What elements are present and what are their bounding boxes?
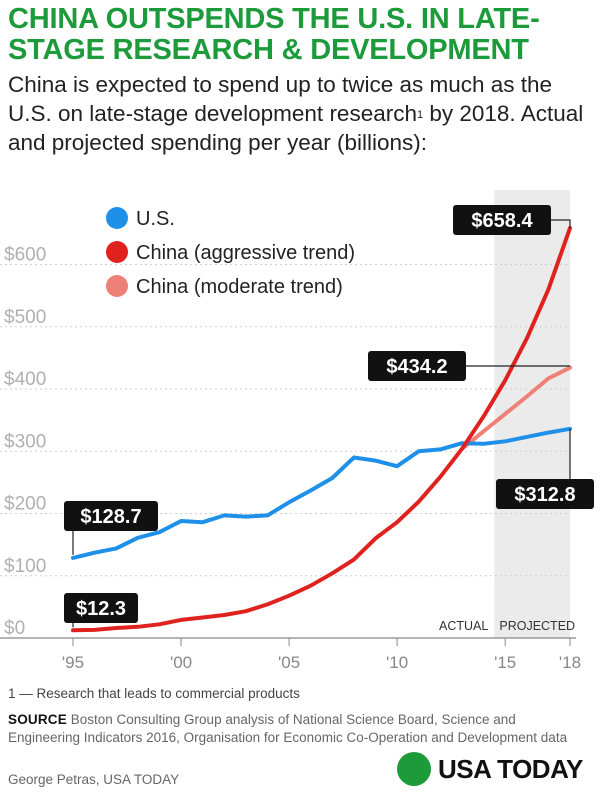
y-tick-label: $500 <box>4 307 46 328</box>
us-line <box>71 426 572 560</box>
callout-china-aggressive-start: $12.3 <box>76 598 126 620</box>
callout-china-moderate-end-box <box>368 351 466 381</box>
source-label: SOURCE <box>8 712 67 727</box>
chart-title: CHINA OUTSPENDS THE U.S. IN LATE-STAGE R… <box>8 3 540 66</box>
y-tick-label: $600 <box>4 245 46 266</box>
source-text: Boston Consulting Group analysis of Nati… <box>8 712 568 745</box>
legend-label: U.S. <box>136 208 175 230</box>
subtitle-text: China is expected to spend up to twice a… <box>8 72 553 126</box>
logo-text: USA TODAY <box>438 753 583 784</box>
x-tick-label: '10 <box>386 653 408 672</box>
credit: George Petras, USA TODAY <box>8 772 180 787</box>
callout-china-aggressive-end-leader <box>551 219 571 229</box>
callout-us-start: $128.7 <box>80 506 141 528</box>
y-tick-label: $400 <box>4 369 46 390</box>
footnote-marker: 1 <box>416 109 424 121</box>
y-tick-label: $0 <box>4 618 25 639</box>
source-note: SOURCE Boston Consulting Group analysis … <box>8 711 568 747</box>
china-aggressive-line <box>71 226 572 633</box>
callout-us-start-box <box>64 501 158 531</box>
legend-label: China (aggressive trend) <box>136 242 355 264</box>
china-moderate-line <box>460 365 572 451</box>
callout-us-end-box <box>496 479 594 509</box>
x-tick-label: '00 <box>170 653 192 672</box>
legend-marker <box>106 207 128 229</box>
line-chart: $0 $100 $200 $300 $400 $500 $600 '95 '00 '05 '10 '1… <box>0 190 594 672</box>
projected-label: PROJECTED <box>499 619 575 633</box>
callout-china-aggressive-end-box <box>453 205 551 235</box>
x-tick-label: '05 <box>278 653 300 672</box>
callout-china-aggressive-start-box <box>64 593 138 623</box>
callout-us-end: $312.8 <box>514 484 575 506</box>
footnote: 1 — Research that leads to commercial pr… <box>8 686 300 701</box>
chart-subtitle: China is expected to spend up to twice a… <box>8 70 593 157</box>
y-tick-label: $200 <box>4 494 46 515</box>
legend-marker <box>106 275 128 297</box>
x-tick-label: '95 <box>62 653 84 672</box>
subtitle-text-after: by 2018. Actual and projected spending p… <box>8 101 584 155</box>
legend-label: China (moderate trend) <box>136 276 343 298</box>
y-tick-label: $300 <box>4 431 46 452</box>
legend-marker <box>106 241 128 263</box>
y-tick-label: $100 <box>4 556 46 577</box>
logo-dot-icon <box>397 752 431 786</box>
callout-china-moderate-end: $434.2 <box>386 356 447 378</box>
callout-china-aggressive-end: $658.4 <box>471 210 533 232</box>
actual-label: ACTUAL <box>439 619 488 633</box>
usa-today-logo: USA TODAY <box>397 752 583 786</box>
x-tick-label: '18 <box>559 653 581 672</box>
x-tick-label: '15 <box>494 653 516 672</box>
